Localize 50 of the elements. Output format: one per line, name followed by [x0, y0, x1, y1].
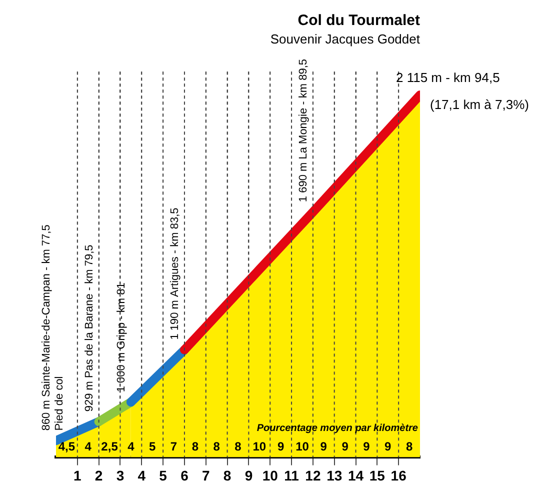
data-label: 1 690 m [297, 162, 310, 202]
x-tick-label: 15 [369, 467, 386, 484]
annotation: 9 [277, 440, 284, 454]
annotation: Gripp - km 81 [115, 282, 128, 350]
chart-subtitle: Souvenir Jacques Goddet [270, 31, 420, 46]
x-tick-label: 16 [390, 467, 407, 484]
x-tick-label: 4 [138, 467, 146, 484]
annotation: La Mongie - km 89,5 [297, 58, 310, 160]
annotation: 10 [252, 440, 266, 454]
x-tick-label: 8 [223, 467, 232, 484]
x-tick-label: 1 [74, 467, 82, 484]
x-tick-label: 11 [284, 467, 300, 484]
annotation: Pourcentage moyen par kilomètre [256, 422, 418, 434]
annotation: 7 [170, 440, 178, 454]
annotation: Pied de col [54, 376, 66, 431]
annotation: 9 [384, 440, 392, 454]
annotation: 4 [128, 440, 135, 454]
annotation: Pas de la Barane - km 79,5 [83, 244, 96, 378]
annotation: 9 [342, 440, 349, 454]
annotation: 8 [192, 440, 199, 454]
chart-title: Col du Tourmalet [298, 12, 420, 30]
x-tick-label: 5 [159, 467, 168, 484]
data-label: 1 000 m [115, 352, 128, 392]
text: Sainte-Marie-de-Campan - km 77,5 [40, 224, 53, 398]
annotation: 8 [406, 440, 413, 454]
data-label: 860 m [40, 400, 53, 431]
x-tick-label: 3 [116, 467, 124, 484]
annotation: 8 [213, 440, 220, 454]
x-tick-label: 14 [348, 467, 364, 484]
data-label: 929 m [83, 381, 96, 412]
text: (17,1 km à 7,3%) [430, 97, 529, 112]
annotation: 9 [363, 440, 370, 454]
annotation: 5 [149, 440, 156, 454]
x-tick-label: 12 [305, 467, 321, 484]
annotation: 10 [296, 440, 310, 454]
x-tick-label: 6 [180, 467, 189, 484]
annotation: 4 [84, 440, 92, 454]
x-tick-label: 13 [326, 467, 342, 484]
x-tick-label: 9 [244, 467, 253, 484]
x-tick-label: 7 [202, 467, 210, 484]
x-tick-label: 2 [94, 467, 103, 484]
annotation: 2,5 [101, 440, 118, 454]
annotation: Artigues - km 83,5 [169, 208, 181, 297]
annotation: 8 [234, 440, 242, 454]
annotation: 9 [320, 440, 328, 454]
data-label: 1 190 m [169, 300, 181, 340]
data-label: 2 115 m [396, 70, 442, 86]
text: - km 94,5 [446, 70, 500, 86]
annotation: 4,5 [58, 440, 76, 454]
x-tick-label: 10 [262, 467, 278, 484]
